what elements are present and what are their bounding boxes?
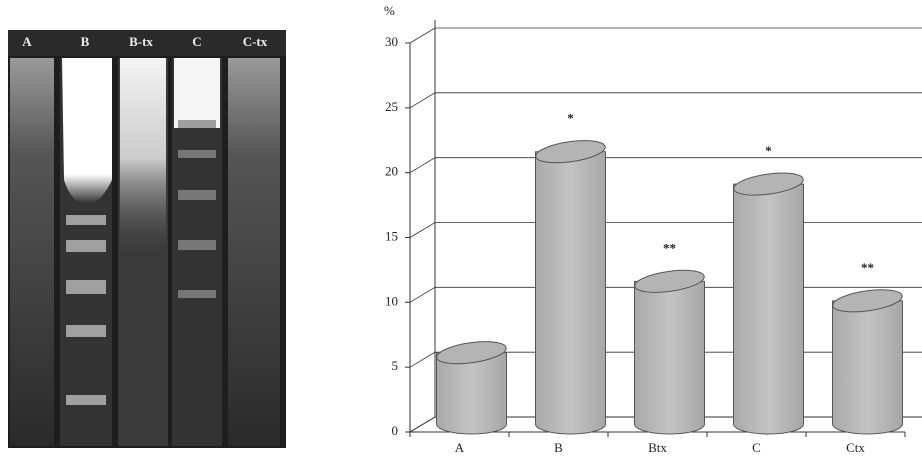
lane-label: A: [22, 34, 32, 49]
lane-label: B: [81, 34, 90, 49]
x-tick-label: B: [554, 440, 563, 455]
gel-lane: [10, 58, 54, 446]
y-tick-label: 10: [385, 293, 398, 308]
grid-line: [410, 223, 922, 238]
gel-smear: [62, 58, 112, 203]
bar-body: [536, 152, 606, 434]
grid-line: [410, 28, 922, 43]
x-tick-label: A: [455, 440, 465, 455]
bar: [633, 267, 705, 434]
figure: A B B-tx C C-tx % 0 5 10 15 20 25 30 A B * Btx ** C *…: [0, 0, 922, 457]
y-tick-label: 15: [385, 228, 398, 243]
bar-body: [734, 184, 804, 434]
lane-label: C-tx: [243, 34, 268, 49]
x-tick-label: Ctx: [846, 440, 865, 455]
gel-lane: [228, 58, 280, 446]
y-tick-label: 30: [385, 34, 398, 49]
lane-label: C: [192, 34, 201, 49]
y-tick-label: 20: [385, 164, 398, 179]
page: A B B-tx C C-tx % 0 5 10 15 20 25 30 A B * Btx ** C *…: [0, 0, 922, 457]
y-tick-label: 25: [385, 99, 398, 114]
bar-body: [635, 281, 705, 434]
bar-body: [833, 301, 903, 434]
x-tick-label: Btx: [648, 440, 667, 455]
y-tick-label: 0: [392, 423, 399, 438]
chart: % 0 5 10 15 20 25 30 A B * Btx ** C * Ctx **: [384, 3, 922, 455]
grid-line: [410, 158, 922, 173]
y-axis-label: %: [384, 3, 395, 18]
gel-smear: [120, 58, 166, 258]
bar: [732, 169, 804, 434]
grid-line: [410, 93, 922, 108]
bar-body: [437, 353, 507, 434]
bar: [534, 137, 606, 434]
gel-smear: [174, 58, 220, 128]
x-tick-label: C: [752, 440, 761, 455]
significance-label: **: [861, 260, 874, 275]
bar: [831, 286, 903, 434]
bar: [435, 338, 507, 434]
y-tick-label: 5: [392, 358, 399, 373]
significance-label: *: [567, 111, 574, 126]
significance-label: *: [765, 143, 772, 158]
lane-label: B-tx: [129, 34, 153, 49]
significance-label: **: [663, 240, 676, 255]
gel-image: A B B-tx C C-tx: [8, 30, 286, 448]
